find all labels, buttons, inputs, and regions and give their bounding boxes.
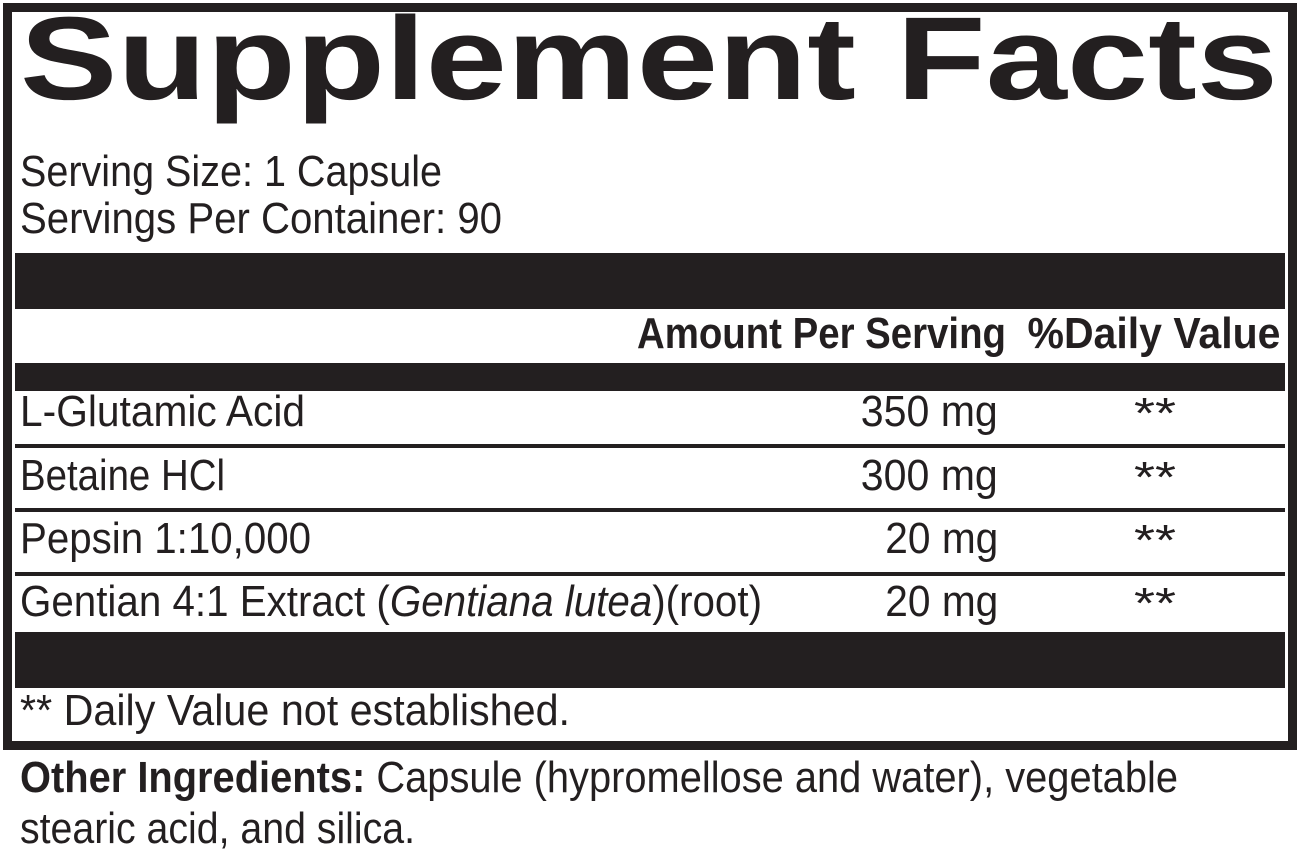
ingredient-amount: 300 mg — [861, 451, 998, 500]
ingredient-daily-value: ** — [1134, 453, 1176, 502]
amount-per-serving-header: Amount Per Serving — [637, 309, 1006, 358]
ingredient-name: Pepsin 1:10,000 — [20, 514, 311, 563]
ingredient-amount: 350 mg — [861, 387, 998, 436]
ingredient-daily-value: ** — [1134, 516, 1176, 565]
ingredient-daily-value: ** — [1134, 389, 1176, 438]
ingredient-amount: 20 mg — [885, 577, 998, 626]
ingredient-name: Gentian 4:1 Extract (Gentiana lutea)(roo… — [20, 577, 762, 626]
daily-value-header: %Daily Value — [1027, 309, 1280, 358]
row-divider — [15, 444, 1285, 448]
header-divider — [15, 363, 1285, 391]
supplement-facts-panel — [3, 3, 1297, 750]
thick-divider — [15, 253, 1285, 309]
row-divider — [15, 572, 1285, 576]
ingredient-name: L-Glutamic Acid — [20, 387, 305, 436]
serving-size: Serving Size: 1 Capsule — [20, 147, 442, 196]
other-ingredients: Other Ingredients: Capsule (hypromellose… — [20, 753, 1178, 802]
other-ingredients-line2: stearic acid, and silica. — [20, 804, 415, 853]
ingredient-daily-value: ** — [1134, 579, 1176, 628]
thick-divider — [15, 632, 1285, 688]
panel-title: Supplement Facts — [20, 0, 1278, 125]
row-divider — [15, 508, 1285, 512]
footnote: ** Daily Value not established. — [20, 686, 570, 735]
ingredient-name: Betaine HCl — [20, 451, 225, 500]
servings-per-container: Servings Per Container: 90 — [20, 194, 502, 243]
ingredient-amount: 20 mg — [885, 514, 998, 563]
